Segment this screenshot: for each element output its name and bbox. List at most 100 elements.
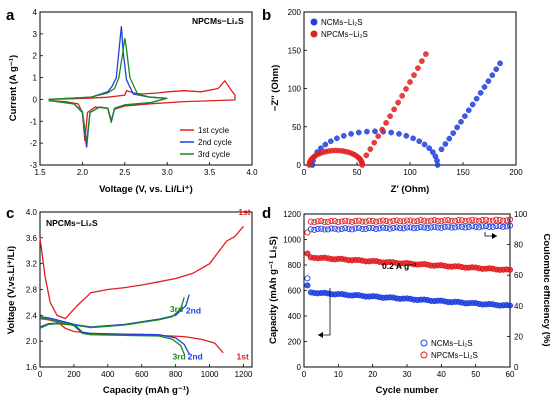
panel-b-data-point xyxy=(481,84,488,90)
panel-a-ytick-label: -1 xyxy=(30,117,38,126)
panel-d-y2label: Coulombic efficiency (%) xyxy=(541,234,550,347)
panel-a-ytick-label: 2 xyxy=(33,52,38,61)
panel-d-chart: 0 10 20 30 40 50 60020040060080010001200020406… xyxy=(268,210,550,396)
panel-d-data-point xyxy=(421,217,428,224)
panel-b-data-point xyxy=(489,72,496,79)
panel-d-annotation: 0.2 A g⁻¹ xyxy=(382,261,417,271)
panel-d-data-point xyxy=(345,225,352,232)
panel-b-ytick-label: 50 xyxy=(292,123,301,132)
panel-c-ytick-label: 4.0 xyxy=(26,208,38,217)
panel-d-data-point xyxy=(324,218,332,225)
panel-d-ylabel: Capacity (mAh g⁻¹ Li₂S) xyxy=(268,236,279,344)
panel-d-data-point xyxy=(452,217,459,224)
panel-a-title: NPCMs−Li₂S xyxy=(192,16,244,26)
panel-d-data-point xyxy=(476,224,483,231)
panel-b-data-point xyxy=(446,135,453,142)
panel-d-data-point xyxy=(417,223,424,231)
panel-c-xtick-label: 0 xyxy=(38,370,43,379)
panel-d-data-point xyxy=(410,225,417,232)
panel-d-data-point xyxy=(438,224,445,231)
panel-d-legend: NCMs−Li₂S NPCMs−Li₂S xyxy=(420,339,478,360)
panel-d-data-point xyxy=(482,223,490,230)
panel-d-data-point xyxy=(438,218,445,225)
panel-b-data-point xyxy=(388,129,395,136)
panel-c-curve-label: 2nd xyxy=(188,351,203,361)
panel-d-data-point xyxy=(482,216,490,223)
panel-c-curve-label: 3rd xyxy=(170,304,183,314)
panel-b-data-point xyxy=(363,152,370,159)
panel-d-legend-entry-swatch xyxy=(420,339,428,347)
panel-b-data-point xyxy=(407,79,413,85)
panel-b-legend-entry-swatch xyxy=(310,30,318,38)
panel-a-xtick-label: 2.0 xyxy=(77,168,89,177)
panel-d-data-point xyxy=(362,225,369,232)
panel-a-legend: 1st cycle 2nd cycle 3rd cycle xyxy=(180,126,232,159)
panel-d-data-point xyxy=(489,223,496,230)
panel-d-data-point xyxy=(486,217,493,224)
panel-a-series-line xyxy=(48,26,168,148)
panel-d-legend-entry-swatch xyxy=(420,351,428,359)
panel-d-data-point xyxy=(417,217,424,224)
panel-d-data-point xyxy=(338,225,345,232)
panel-d-data-point xyxy=(304,275,311,282)
panel-b-data-point xyxy=(340,132,347,139)
panel-d-ytick-label: 1200 xyxy=(283,210,301,219)
panel-d-ytick-label: 200 xyxy=(288,338,302,347)
panel-d-data-point xyxy=(397,225,404,232)
panel-d-data-point xyxy=(369,224,376,232)
panel-d-ytick-label: 1000 xyxy=(283,236,301,245)
panel-d-y2-ytick-label: 0 xyxy=(514,363,519,372)
panel-d-y2-ytick-label: 100 xyxy=(514,210,528,219)
panel-d-data-point xyxy=(503,223,510,230)
panel-c-xtick-label: 600 xyxy=(135,370,149,379)
panel-d-data-point xyxy=(465,223,472,230)
panel-d-ytick-label: 800 xyxy=(288,261,302,270)
panel-d-data-point xyxy=(376,225,383,232)
panel-b-xtick-label: 200 xyxy=(509,168,523,177)
panel-a-chart: 1.5 2.0 2.5 3.0 3.5 4.0 -3 -2 -1 0 1 2 3 4 NPCMs−Li₂S… xyxy=(8,8,258,195)
panel-a-ylabel: Current (A g⁻¹) xyxy=(8,55,19,121)
panel-a-legend-entry-label: 1st cycle xyxy=(198,126,230,135)
panel-d-xtick-label: 40 xyxy=(437,370,446,379)
panel-a-xtick-label: 4.0 xyxy=(246,168,258,177)
panel-b-ytick-label: 200 xyxy=(288,8,302,17)
panel-d-data-point xyxy=(414,224,421,231)
panel-d-data-point xyxy=(455,223,462,230)
panel-d-y2-ytick-label: 40 xyxy=(514,302,523,311)
panel-b-data-point xyxy=(387,113,393,120)
panel-d-data-point xyxy=(307,218,314,225)
panel-d-data-point xyxy=(458,217,465,224)
panel-d-data-point xyxy=(403,217,411,224)
panel-c-xtick-label: 800 xyxy=(169,370,183,379)
panel-d-data-point xyxy=(342,217,349,224)
panel-d-data-point xyxy=(469,223,476,230)
panel-d-y2-ytick-label: 60 xyxy=(514,271,523,280)
panel-b-chart: 0 50 100 150 200 0 50 100 150 200 Z' (Ohm) −Z'' (… xyxy=(270,8,523,195)
panel-d-data-point xyxy=(506,216,514,223)
panel-d-data-point xyxy=(427,217,435,224)
panel-d-data-point xyxy=(472,223,479,230)
panel-b-data-point xyxy=(355,129,362,136)
panel-c-curve-label: 1st xyxy=(238,207,250,217)
panel-d-data-point xyxy=(403,224,411,231)
panel-d-data-point xyxy=(379,217,387,224)
panel-d-data-point xyxy=(345,218,352,225)
panel-b-data-point xyxy=(396,131,402,137)
panel-d-data-point xyxy=(349,218,356,225)
panel-c-curve-label: 1st xyxy=(237,351,249,361)
panel-c-ytick-label: 3.2 xyxy=(26,260,38,269)
panel-d-y2-ytick-label: 80 xyxy=(514,241,523,250)
panel-b-data-point xyxy=(364,128,370,135)
panel-d-data-point xyxy=(304,282,311,289)
panel-b-data-point xyxy=(375,133,382,140)
panel-d-data-point xyxy=(506,222,514,229)
panel-b-xlabel: Z' (Ohm) xyxy=(391,184,430,195)
panel-d-data-point xyxy=(383,217,390,225)
panel-d-data-point xyxy=(355,224,362,232)
panel-d-data-point xyxy=(493,222,500,230)
panel-d-data-point xyxy=(469,216,476,223)
panel-a-xtick-label: 3.0 xyxy=(162,168,174,177)
panel-d-data-point xyxy=(496,216,503,223)
panel-d-data-point xyxy=(386,218,393,225)
